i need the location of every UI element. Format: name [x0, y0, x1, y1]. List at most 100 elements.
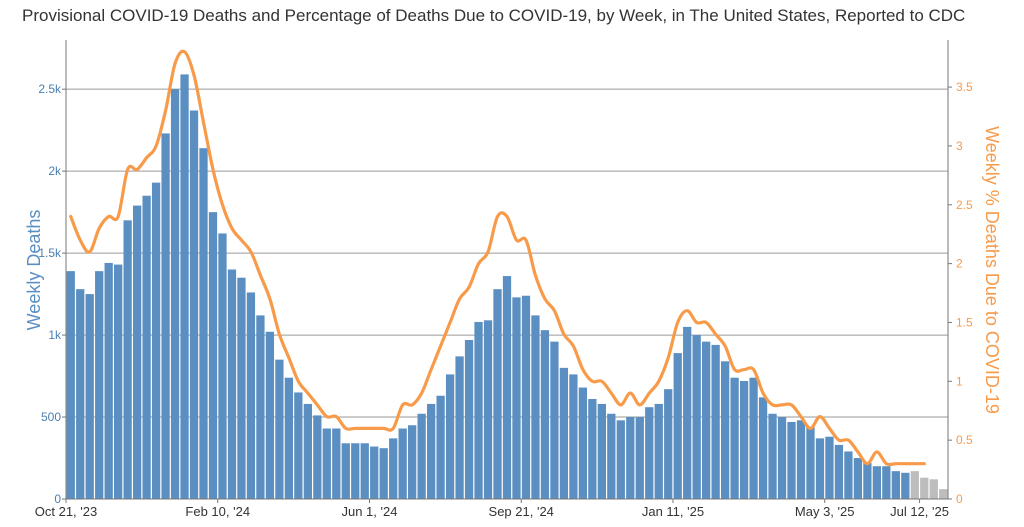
bar-28 [332, 428, 341, 499]
right-tick-label-2: 1 [956, 374, 963, 388]
bar-88 [901, 472, 910, 499]
bar-56 [597, 403, 606, 499]
bar-92 [939, 489, 948, 499]
chart-title: Provisional COVID-19 Deaths and Percenta… [22, 6, 966, 25]
x-tick-label-0: Oct 21, '23 [35, 504, 97, 519]
left-tick-label-2: 1k [48, 328, 62, 342]
bar-90 [920, 477, 929, 499]
right-tick-label-7: 3.5 [956, 80, 973, 94]
bar-81 [834, 444, 844, 499]
bar-9 [151, 182, 161, 499]
bar-76 [787, 421, 796, 499]
bar-23 [284, 377, 294, 499]
bar-63 [664, 389, 673, 499]
bar-84 [863, 462, 872, 499]
y-axis-title-right: Weekly % Deaths Due to COVID-19 [982, 126, 1002, 414]
bar-67 [702, 341, 711, 499]
bar-1 [76, 289, 85, 499]
bar-45 [493, 289, 502, 499]
bar-11 [170, 89, 180, 500]
x-tick-label-3: Sep 21, '24 [489, 504, 554, 519]
bar-61 [645, 407, 654, 499]
bar-22 [275, 359, 284, 499]
right-tick-label-6: 3 [956, 139, 963, 153]
bar-79 [815, 438, 825, 499]
bar-68 [711, 344, 720, 499]
bar-62 [654, 403, 663, 499]
bar-8 [142, 195, 151, 500]
bar-49 [531, 315, 540, 499]
bar-60 [635, 417, 644, 499]
bar-39 [436, 395, 445, 499]
bar-72 [749, 377, 758, 499]
bar-19 [246, 292, 256, 499]
bar-82 [844, 451, 853, 499]
bar-91 [929, 479, 938, 499]
bar-32 [370, 446, 379, 499]
bar-65 [683, 326, 692, 500]
bar-58 [616, 420, 625, 499]
percent-line [69, 49, 926, 467]
bar-71 [739, 380, 749, 499]
bar-4 [104, 262, 113, 499]
bar-13 [189, 110, 199, 500]
bars-group [66, 74, 948, 500]
bar-85 [872, 466, 882, 499]
bar-14 [199, 148, 208, 499]
bar-7 [132, 205, 142, 499]
bar-50 [540, 330, 550, 499]
right-tick-label-0: 0 [956, 492, 963, 506]
bar-89 [910, 471, 919, 499]
bar-78 [806, 426, 815, 499]
right-tick-label-3: 1.5 [956, 315, 973, 329]
bar-33 [379, 448, 388, 499]
x-tick-label-4: Jan 11, '25 [642, 504, 704, 519]
bar-24 [294, 392, 303, 499]
bar-54 [578, 387, 588, 499]
bar-77 [796, 420, 806, 499]
bar-10 [161, 133, 170, 499]
bar-44 [483, 320, 493, 499]
bar-18 [237, 277, 246, 499]
bar-31 [360, 443, 369, 499]
bar-41 [455, 356, 464, 499]
right-tick-label-1: 0.5 [956, 433, 973, 447]
bar-83 [853, 458, 863, 499]
bar-52 [559, 367, 569, 499]
left-tick-label-3: 1.5k [38, 246, 62, 260]
bar-38 [426, 403, 436, 499]
bar-66 [692, 335, 701, 499]
x-tick-label-6: Jul 12, '25 [890, 504, 949, 519]
bar-27 [322, 428, 331, 499]
bar-5 [114, 264, 123, 499]
x-tick-label-1: Feb 10, '24 [185, 504, 250, 519]
x-tick-label-5: May 3, '25 [795, 504, 855, 519]
bar-74 [768, 413, 777, 499]
bar-0 [66, 271, 75, 499]
bar-46 [502, 276, 512, 499]
x-tick-label-2: Jun 1, '24 [341, 504, 397, 519]
bar-12 [180, 74, 189, 500]
bar-43 [474, 321, 483, 499]
bar-2 [85, 294, 94, 499]
bar-6 [123, 220, 132, 499]
line-group [69, 49, 926, 467]
bar-51 [550, 341, 559, 499]
left-tick-label-1: 500 [41, 410, 61, 424]
bar-80 [825, 436, 834, 499]
axes-group [65, 40, 949, 500]
bar-48 [521, 295, 531, 499]
bar-17 [227, 269, 237, 499]
bar-87 [891, 471, 900, 499]
bar-42 [464, 339, 474, 499]
bar-25 [303, 403, 312, 499]
bar-70 [730, 377, 739, 499]
ticks-group: 0 500 1k 1.5k 2k 2.5k 0 0.5 1 1.5 2 2.5 3 3.5 Oct 21, … [35, 80, 973, 519]
bar-15 [208, 212, 218, 500]
bar-21 [265, 331, 275, 499]
bar-40 [445, 374, 455, 499]
bar-30 [351, 443, 360, 499]
bar-75 [777, 417, 787, 499]
left-tick-label-4: 2k [48, 164, 62, 178]
